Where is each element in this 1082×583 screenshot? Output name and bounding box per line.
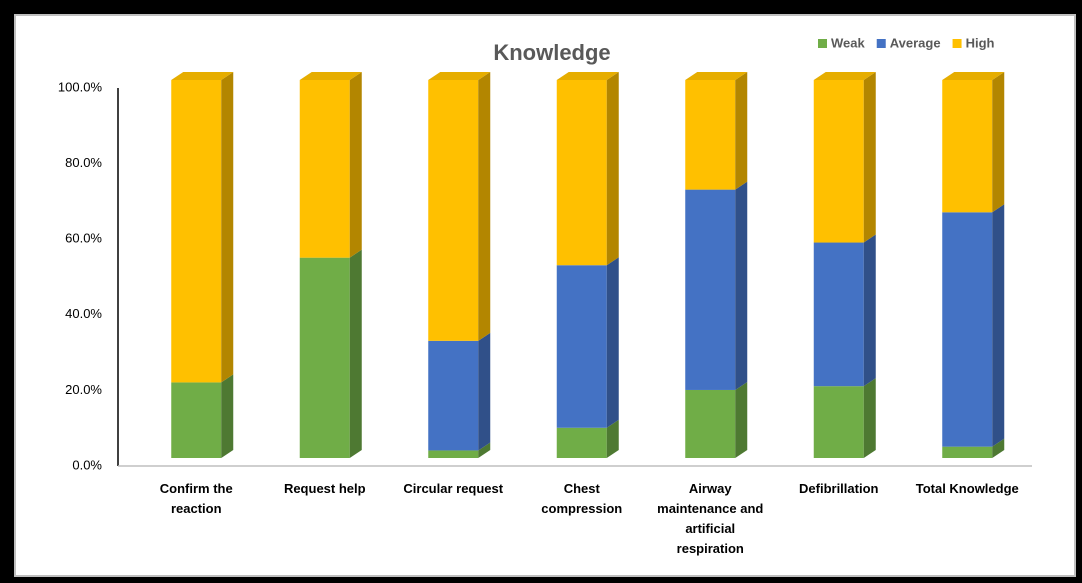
bar-segment bbox=[813, 386, 864, 458]
x-tick-label: Defibrillation bbox=[799, 481, 879, 496]
bar-side bbox=[606, 257, 619, 428]
bar-segment bbox=[556, 427, 607, 458]
bar-top bbox=[171, 72, 234, 80]
y-tick-label: 40.0% bbox=[65, 306, 102, 321]
bar-segment bbox=[942, 212, 993, 447]
y-tick-label: 20.0% bbox=[65, 382, 102, 397]
y-tick-label: 80.0% bbox=[65, 155, 102, 170]
bar-segment bbox=[685, 389, 736, 458]
bar-side bbox=[863, 234, 876, 387]
bar-segment bbox=[942, 446, 993, 458]
bar-segment bbox=[428, 80, 479, 341]
bar-segment bbox=[299, 80, 350, 258]
bar-segment bbox=[556, 265, 607, 428]
bar-side bbox=[735, 381, 748, 458]
bar-side bbox=[735, 181, 748, 390]
bar-top bbox=[813, 72, 876, 80]
bar-side bbox=[478, 442, 491, 458]
bar-segment bbox=[685, 80, 736, 190]
bar-side bbox=[735, 72, 748, 190]
bar-side bbox=[863, 378, 876, 458]
bar-side bbox=[606, 419, 619, 458]
bar-side bbox=[606, 72, 619, 266]
bar-segment bbox=[813, 80, 864, 243]
bar-side bbox=[992, 204, 1005, 447]
bar-side bbox=[478, 332, 491, 451]
bar-top bbox=[942, 72, 1005, 80]
x-tick-label: Total Knowledge bbox=[915, 481, 1019, 496]
legend-label: Weak bbox=[831, 35, 865, 50]
bar-top bbox=[556, 72, 619, 80]
bar-side bbox=[221, 72, 234, 383]
x-tick-label: Airway maintenance and artificial respir… bbox=[657, 481, 764, 556]
bar-side bbox=[221, 374, 234, 458]
x-tick-label: Confirm the reaction bbox=[159, 481, 233, 516]
bar-side bbox=[349, 249, 362, 458]
y-tick-label: 60.0% bbox=[65, 231, 102, 246]
bar-side bbox=[349, 72, 362, 258]
legend-swatch bbox=[952, 39, 962, 48]
bar-side bbox=[992, 438, 1005, 458]
bar-top bbox=[685, 72, 748, 80]
bar-segment bbox=[428, 450, 479, 458]
chart-title: Knowledge bbox=[493, 40, 610, 65]
bar-side bbox=[863, 72, 876, 243]
x-tick-label: Request help bbox=[283, 481, 366, 496]
bar-side bbox=[478, 72, 491, 341]
bar-segment bbox=[299, 257, 350, 458]
x-tick-label: Chest compression bbox=[541, 481, 623, 516]
x-tick-label: Circular request bbox=[403, 481, 504, 496]
bar-segment bbox=[171, 382, 222, 458]
legend-label: Average bbox=[890, 35, 941, 50]
bar-side bbox=[992, 72, 1005, 213]
bar-top bbox=[299, 72, 362, 80]
legend-swatch bbox=[876, 39, 886, 48]
bar-top bbox=[428, 72, 491, 80]
bar-segment bbox=[942, 80, 993, 213]
bar-segment bbox=[813, 242, 864, 387]
y-tick-label: 0.0% bbox=[72, 457, 102, 472]
bar-segment bbox=[556, 80, 607, 266]
bar-segment bbox=[171, 80, 222, 383]
legend-label: High bbox=[966, 35, 995, 50]
y-tick-label: 100.0% bbox=[58, 79, 103, 94]
bar-segment bbox=[685, 189, 736, 390]
bar-segment bbox=[428, 340, 479, 451]
legend-swatch bbox=[818, 39, 827, 48]
